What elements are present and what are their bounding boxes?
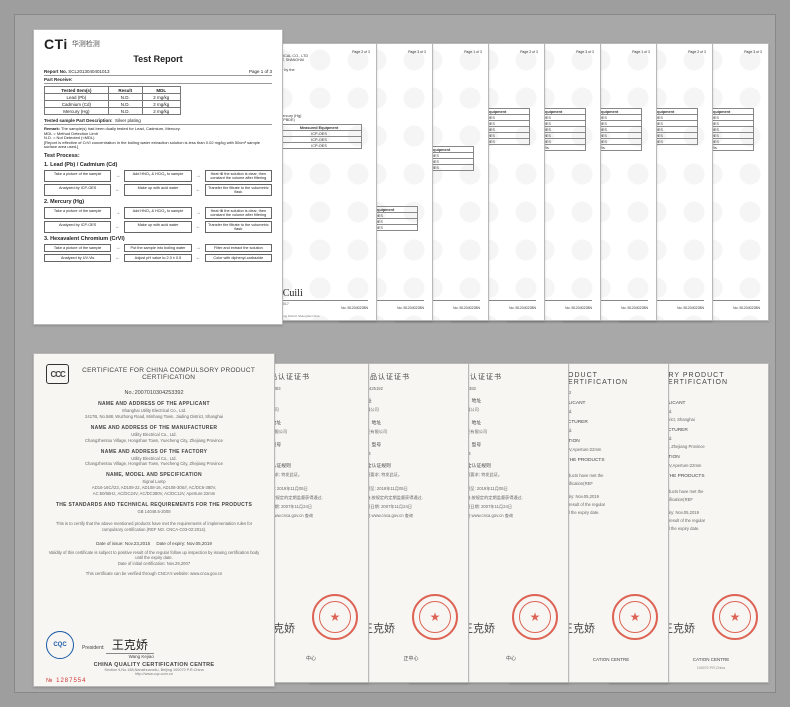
- red-stamp: ★: [712, 594, 758, 640]
- red-stamp: ★: [312, 594, 358, 640]
- red-stamp: ★: [612, 594, 658, 640]
- president-signature: 王克娇: [106, 636, 154, 654]
- image-frame: Page 3 of 3 ELECTRICAL CO., LTD DISTRICT…: [14, 14, 776, 693]
- ccc-mark-icon: CCC: [46, 364, 69, 384]
- red-stamp: ★: [512, 594, 558, 640]
- test-report-row: Page 3 of 3 ELECTRICAL CO., LTD DISTRICT…: [15, 15, 775, 335]
- certificate-row: ORY PRODUCT CERTIFICATION 12 PPLICANT .,…: [15, 345, 775, 693]
- report-title: Test Report: [44, 54, 272, 64]
- cti-logo: CTi: [44, 36, 68, 52]
- test-report-main: CTi 华测检测 Test Report Report No. SCL20130…: [33, 29, 283, 325]
- result-table: Tested Item(s)ResultMDL Lead (Pb)N.D.2 m…: [44, 86, 181, 115]
- certificate-main: CCC CERTIFICATE FOR CHINA COMPULSORY PRO…: [33, 353, 275, 687]
- cqc-badge-icon: CQC: [46, 631, 74, 659]
- serial-number: № 1287554: [46, 678, 86, 684]
- red-stamp: ★: [412, 594, 458, 640]
- cti-cn: 华测检测: [72, 39, 100, 49]
- cert-title: CERTIFICATE FOR CHINA COMPULSORY PRODUCT…: [75, 367, 262, 381]
